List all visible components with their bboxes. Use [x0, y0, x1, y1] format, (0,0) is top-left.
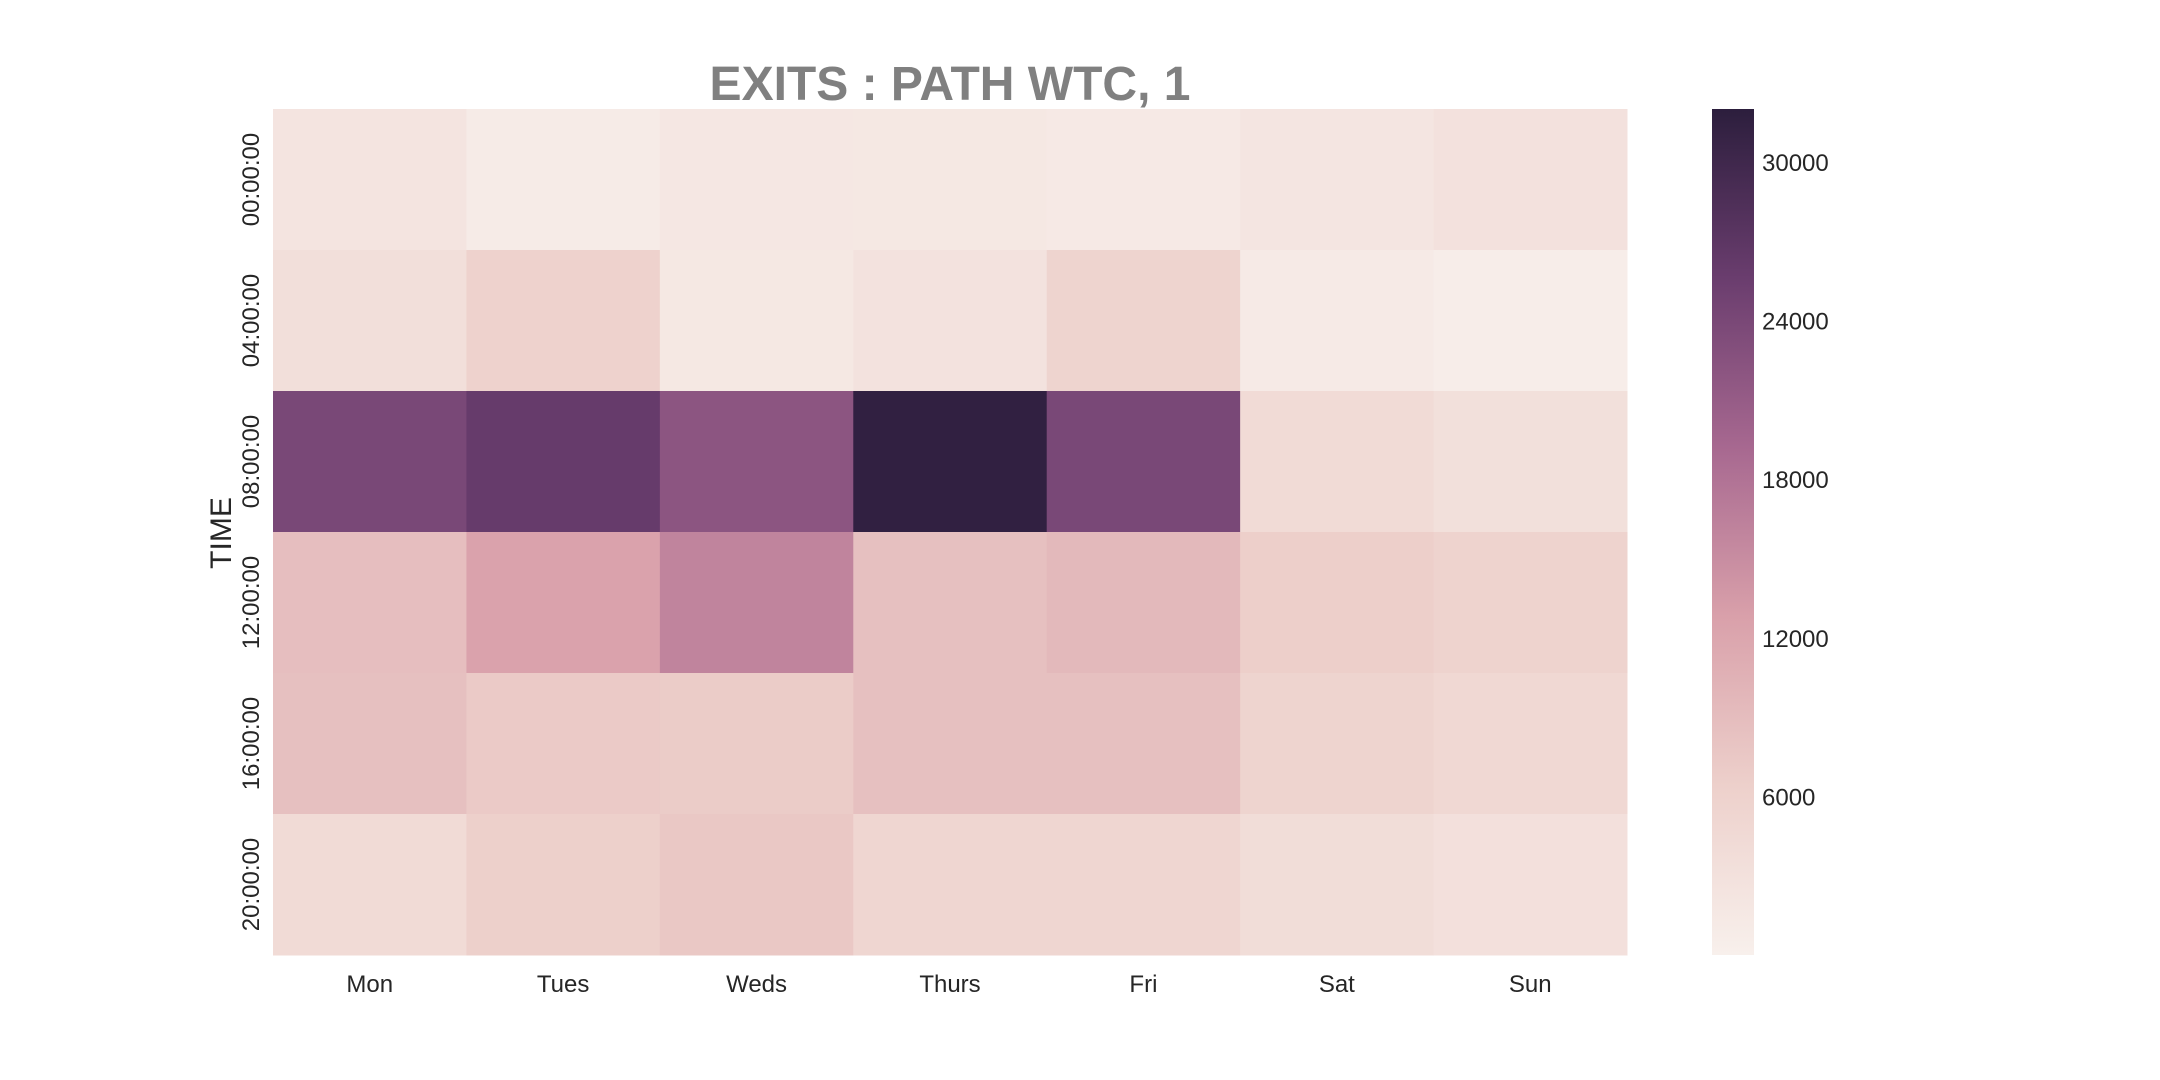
- heatmap-cell: [853, 109, 1048, 251]
- heatmap-cell: [273, 673, 467, 815]
- x-tick-label: Thurs: [919, 971, 980, 998]
- heatmap-cells: [273, 109, 1628, 956]
- heatmap-cell: [853, 532, 1048, 674]
- heatmap-cell: [1046, 109, 1241, 251]
- heatmap-cell: [1046, 532, 1241, 674]
- x-tick-label: Sun: [1509, 971, 1552, 998]
- x-tick-label: Weds: [726, 971, 787, 998]
- y-tick-label: 04:00:00: [238, 274, 265, 367]
- x-axis-ticks: Mon Tues Weds Thurs Fri Sat Sun: [346, 971, 1551, 998]
- heatmap-cell: [659, 109, 854, 251]
- y-tick-label: 08:00:00: [238, 415, 265, 508]
- heatmap-cell: [659, 532, 854, 674]
- colorbar-tick-label: 24000: [1762, 309, 1829, 336]
- colorbar-tick-label: 30000: [1762, 150, 1829, 177]
- heatmap-cell: [1240, 814, 1435, 956]
- heatmap-cell: [1433, 391, 1628, 533]
- heatmap-cell: [1046, 673, 1241, 815]
- heatmap-cell: [1433, 250, 1628, 392]
- heatmap-cell: [1240, 673, 1435, 815]
- y-tick-label: 20:00:00: [238, 838, 265, 931]
- x-tick-label: Mon: [346, 971, 393, 998]
- y-tick-label: 16:00:00: [238, 697, 265, 790]
- heatmap-cell: [1433, 673, 1628, 815]
- heatmap-cell: [659, 391, 854, 533]
- heatmap-cell: [1240, 532, 1435, 674]
- heatmap-cell: [466, 250, 661, 392]
- heatmap-cell: [466, 532, 661, 674]
- heatmap-cell: [1240, 250, 1435, 392]
- heatmap-cell: [1240, 391, 1435, 533]
- heatmap-cell: [659, 250, 854, 392]
- colorbar: [1712, 109, 1754, 955]
- heatmap-cell: [273, 250, 467, 392]
- heatmap-cell: [1046, 391, 1241, 533]
- heatmap-cell: [1433, 109, 1628, 251]
- heatmap-cell: [273, 109, 467, 251]
- heatmap-cell: [466, 109, 661, 251]
- chart-title: EXITS : PATH WTC, 1: [710, 58, 1191, 111]
- heatmap-cell: [1046, 814, 1241, 956]
- heatmap-cell: [1433, 532, 1628, 674]
- heatmap-cell: [273, 532, 467, 674]
- y-axis-label: TIME: [205, 497, 238, 569]
- y-tick-label: 00:00:00: [238, 133, 265, 226]
- heatmap-cell: [273, 391, 467, 533]
- heatmap-cell: [659, 673, 854, 815]
- heatmap-cell: [1433, 814, 1628, 956]
- heatmap-cell: [659, 814, 854, 956]
- x-tick-label: Tues: [537, 971, 589, 998]
- colorbar-tick-label: 12000: [1762, 626, 1829, 653]
- heatmap-cell: [466, 673, 661, 815]
- heatmap-cell: [853, 250, 1048, 392]
- x-tick-label: Fri: [1129, 971, 1157, 998]
- colorbar-tick-label: 18000: [1762, 467, 1829, 494]
- heatmap-cell: [273, 814, 467, 956]
- heatmap-cell: [853, 814, 1048, 956]
- heatmap-cell: [1240, 109, 1435, 251]
- heatmap-cell: [853, 673, 1048, 815]
- x-tick-label: Sat: [1319, 971, 1355, 998]
- heatmap-cell: [466, 814, 661, 956]
- y-axis-ticks: 00:00:00 04:00:00 08:00:00 12:00:00 16:00:00…: [238, 133, 265, 931]
- colorbar-ticks: 6000 12000 18000 24000 30000: [1762, 150, 1829, 812]
- heatmap-cell: [853, 391, 1048, 533]
- y-tick-label: 12:00:00: [238, 556, 265, 649]
- heatmap-cell: [466, 391, 661, 533]
- colorbar-tick-label: 6000: [1762, 784, 1815, 811]
- heatmap-cell: [1046, 250, 1241, 392]
